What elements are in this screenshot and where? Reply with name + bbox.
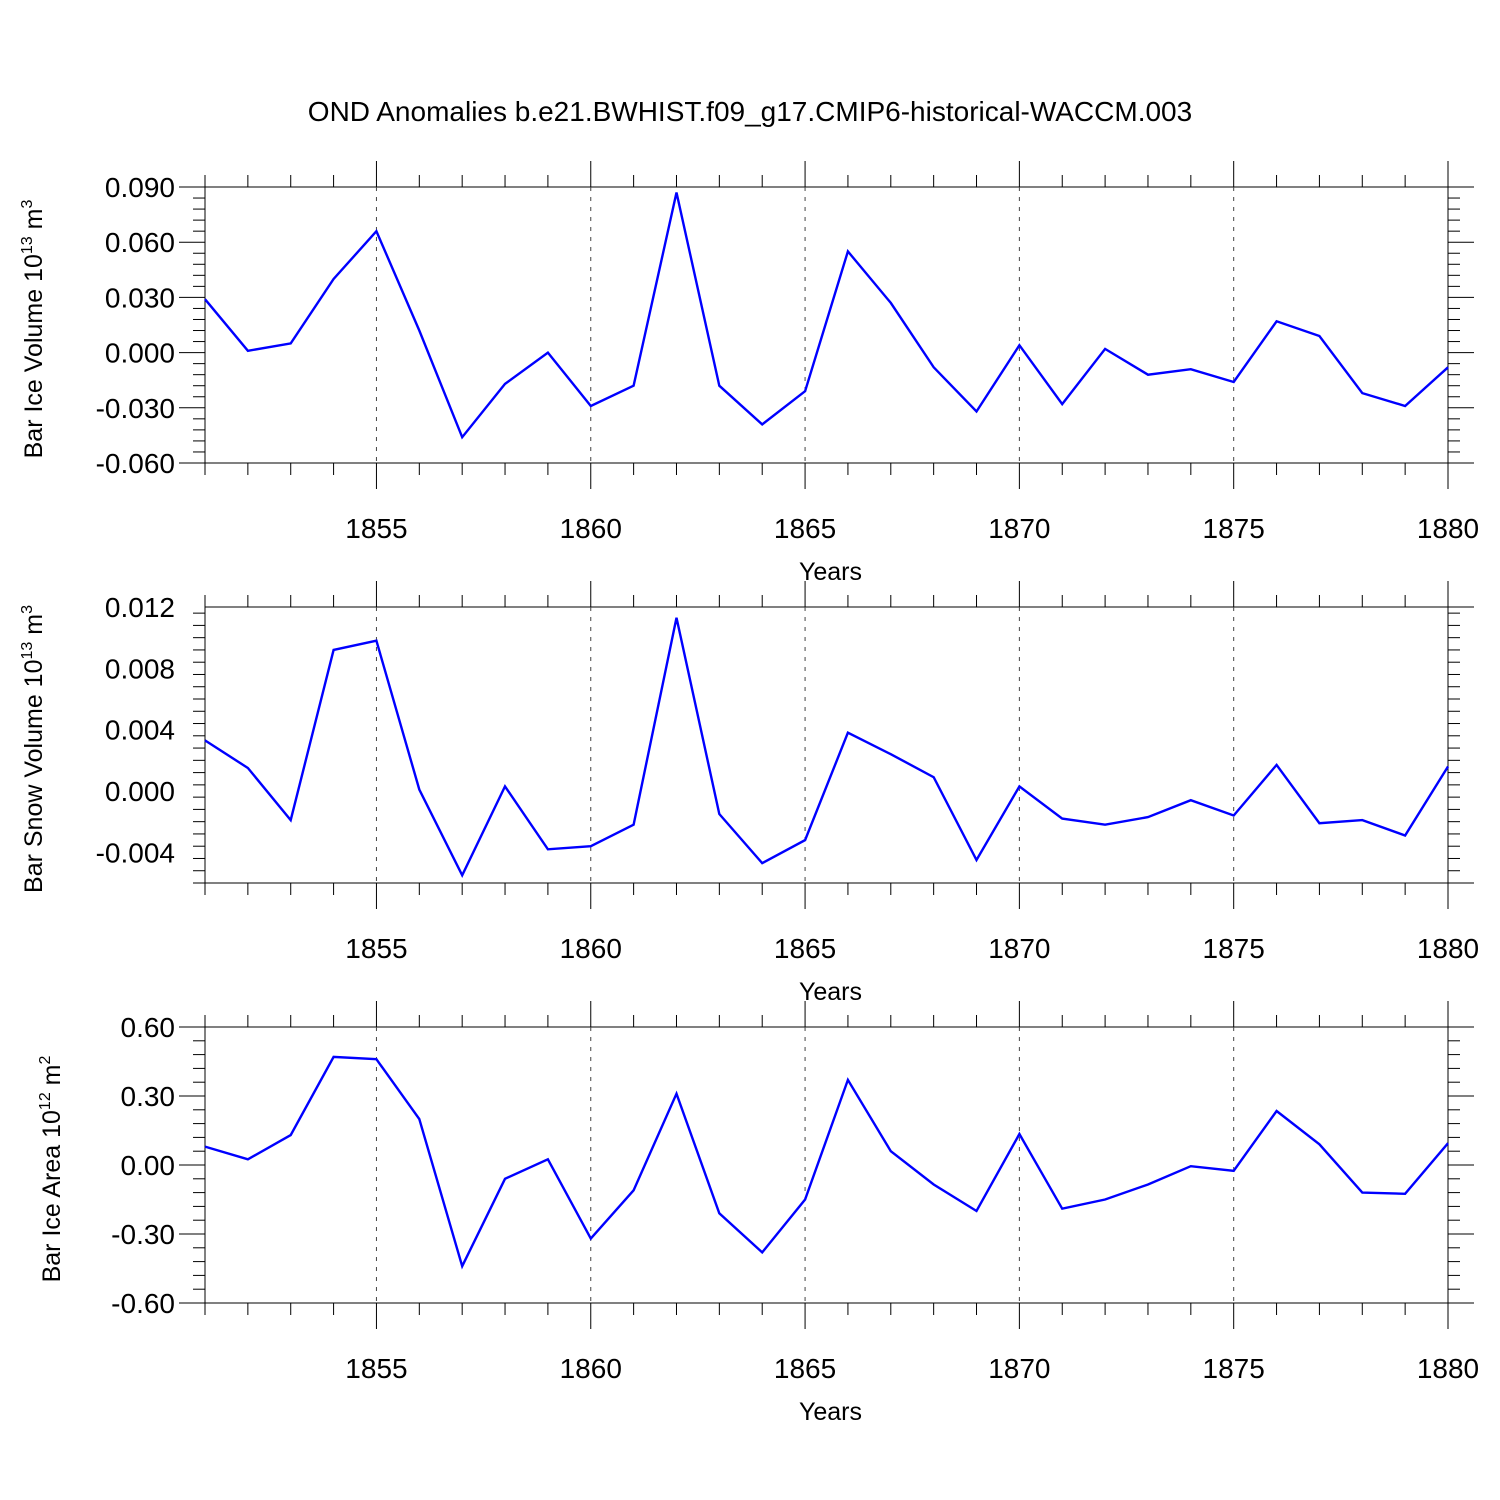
x-axis-title: Years bbox=[799, 1398, 862, 1426]
y-axis-title: Bar Snow Volume 1013 m3 bbox=[19, 605, 48, 893]
y-tick-label: 0.00 bbox=[121, 1150, 176, 1181]
x-tick-label: 1870 bbox=[988, 1353, 1050, 1384]
chart-panel-3: -0.60 -0.30 0.00 0.30 0.60 1855 1860 1865 1870 18… bbox=[37, 1001, 1479, 1426]
x-tick-label: 1875 bbox=[1203, 933, 1265, 964]
x-axis-title: Years bbox=[799, 978, 862, 1006]
chart-panel-2: -0.004 0.000 0.004 0.008 0.012 1855 1860 1865 18… bbox=[19, 581, 1479, 1006]
y-tick-label: 0.000 bbox=[105, 338, 175, 369]
x-tick-label: 1865 bbox=[774, 933, 836, 964]
x-tick-label: 1870 bbox=[988, 513, 1050, 544]
series-line bbox=[204, 617, 1450, 879]
y-axis-title: Bar Ice Volume 1013 m3 bbox=[19, 200, 48, 459]
x-tick-label: 1860 bbox=[560, 1353, 622, 1384]
y-tick-label: 0.008 bbox=[105, 653, 175, 684]
x-tick-label: 1865 bbox=[774, 1353, 836, 1384]
x-tick-label: 1880 bbox=[1417, 513, 1479, 544]
y-tick-label: 0.000 bbox=[105, 776, 175, 807]
y-tick-label: -0.030 bbox=[96, 393, 175, 424]
x-tick-label: 1855 bbox=[345, 933, 407, 964]
y-tick-label: 0.30 bbox=[121, 1081, 176, 1112]
series-line bbox=[204, 1055, 1449, 1270]
x-tick-label: 1880 bbox=[1417, 933, 1479, 964]
y-tick-label: -0.60 bbox=[111, 1288, 175, 1319]
y-tick-label: -0.30 bbox=[111, 1219, 175, 1250]
x-tick-label: 1880 bbox=[1417, 1353, 1479, 1384]
y-tick-label: 0.012 bbox=[105, 592, 175, 623]
chart-panel-1: -0.060 -0.030 0.000 0.030 0.060 0.090 1855 1860… bbox=[19, 161, 1479, 586]
x-tick-label: 1860 bbox=[560, 933, 622, 964]
figure-title: OND Anomalies b.e21.BWHIST.f09_g17.CMIP6… bbox=[307, 96, 1193, 127]
x-tick-label: 1870 bbox=[988, 933, 1050, 964]
y-tick-label: -0.004 bbox=[96, 837, 175, 868]
y-axis-title: Bar Ice Area 1012 m2 bbox=[37, 1056, 66, 1283]
series-line bbox=[204, 192, 1449, 440]
x-axis-title: Years bbox=[799, 558, 862, 586]
y-tick-label: 0.060 bbox=[105, 227, 175, 258]
x-tick-label: 1860 bbox=[560, 513, 622, 544]
x-tick-label: 1855 bbox=[345, 1353, 407, 1384]
y-tick-label: 0.004 bbox=[105, 715, 175, 746]
x-tick-label: 1875 bbox=[1203, 513, 1265, 544]
y-tick-label: 0.60 bbox=[121, 1012, 176, 1043]
x-tick-label: 1865 bbox=[774, 513, 836, 544]
x-tick-label: 1855 bbox=[345, 513, 407, 544]
y-tick-label: 0.090 bbox=[105, 172, 175, 203]
y-tick-label: -0.060 bbox=[96, 448, 175, 479]
y-tick-label: 0.030 bbox=[105, 282, 175, 313]
x-tick-label: 1875 bbox=[1203, 1353, 1265, 1384]
